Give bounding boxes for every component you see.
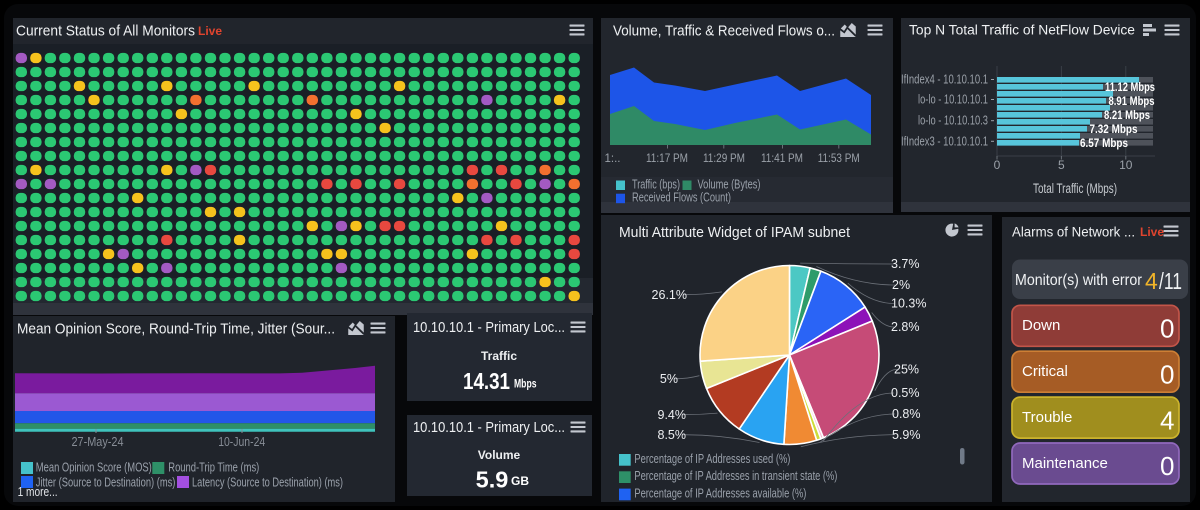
svg-text:0.5%: 0.5% [891, 386, 920, 400]
svg-text:Maintenance: Maintenance [1022, 455, 1108, 472]
svg-text:Current Status of All Monitors: Current Status of All Monitors [16, 24, 195, 40]
svg-text:5: 5 [1058, 158, 1065, 172]
svg-text:Volume, Traffic & Received Flo: Volume, Traffic & Received Flows o... [613, 24, 835, 40]
svg-text:0: 0 [1160, 359, 1174, 389]
svg-text:2.8%: 2.8% [891, 320, 920, 334]
svg-text:8.21 Mbps: 8.21 Mbps [1104, 108, 1150, 122]
svg-text:1:..: 1:.. [605, 153, 621, 165]
svg-text:Percentage of IP Addresses use: Percentage of IP Addresses used (%) [634, 451, 790, 466]
svg-text:Mean Opinion Score, Round-Trip: Mean Opinion Score, Round-Trip Time, Jit… [17, 321, 335, 338]
svg-text:7.32 Mbps: 7.32 Mbps [1090, 122, 1138, 136]
svg-text:11.12 Mbps: 11.12 Mbps [1105, 80, 1155, 94]
svg-text:27-May-24: 27-May-24 [72, 434, 124, 449]
svg-text:IfIndex4 - 10.10.10.1: IfIndex4 - 10.10.10.1 [901, 73, 988, 87]
svg-text:10.10.10.1 - Primary Loc...: 10.10.10.1 - Primary Loc... [413, 419, 565, 436]
svg-text:Top N Total Traffic of NetFlow: Top N Total Traffic of NetFlow Device [909, 23, 1135, 38]
svg-text:Traffic: Traffic [481, 349, 517, 363]
svg-text:Traffic (bps): Traffic (bps) [632, 178, 680, 192]
svg-text:0: 0 [994, 158, 1001, 172]
svg-text:5.9%: 5.9% [892, 428, 921, 442]
svg-text:6.57 Mbps: 6.57 Mbps [1080, 136, 1128, 150]
svg-text:11:53 PM: 11:53 PM [818, 153, 860, 165]
svg-text:9.4%: 9.4% [658, 408, 687, 422]
svg-text:lo-lo - 10.10.10.1: lo-lo - 10.10.10.1 [918, 93, 988, 107]
svg-text:0.8%: 0.8% [892, 407, 921, 421]
svg-text:11:41 PM: 11:41 PM [761, 153, 803, 165]
svg-text:2%: 2% [892, 278, 910, 292]
svg-text:10.10.10.1 - Primary Loc...: 10.10.10.1 - Primary Loc... [413, 319, 565, 336]
svg-text:Down: Down [1022, 317, 1060, 334]
svg-text:4: 4 [1145, 268, 1158, 294]
svg-text:Round-Trip Time (ms): Round-Trip Time (ms) [168, 460, 259, 475]
svg-text:Received Flows (Count): Received Flows (Count) [632, 191, 731, 205]
svg-text:11:17 PM: 11:17 PM [646, 153, 688, 165]
svg-text:Volume (Bytes): Volume (Bytes) [698, 178, 761, 192]
svg-text:4: 4 [1160, 405, 1174, 435]
svg-text:8.5%: 8.5% [658, 428, 687, 442]
svg-text:8.91 Mbps: 8.91 Mbps [1109, 94, 1155, 108]
svg-text:Monitor(s) with error: Monitor(s) with error [1015, 272, 1143, 289]
svg-text:Mbps: Mbps [514, 377, 537, 391]
svg-text:Live: Live [1140, 225, 1164, 239]
svg-text:3.7%: 3.7% [891, 257, 920, 271]
svg-text:25%: 25% [894, 363, 919, 377]
svg-text:GB: GB [511, 474, 529, 488]
svg-text:Mean Opinion Score (MOS): Mean Opinion Score (MOS) [36, 460, 152, 475]
svg-text:Critical: Critical [1022, 363, 1068, 380]
svg-text:Trouble: Trouble [1022, 409, 1072, 426]
svg-text:5%: 5% [660, 372, 678, 386]
svg-text:Percentage of IP Addresses in: Percentage of IP Addresses in transient … [634, 468, 837, 483]
svg-text:Jitter (Source to Destination): Jitter (Source to Destination) (ms) [36, 474, 176, 489]
svg-text:Multi Attribute Widget of IPAM: Multi Attribute Widget of IPAM subnet [619, 225, 850, 241]
svg-text:Percentage of IP Addresses ava: Percentage of IP Addresses available (%) [634, 485, 806, 500]
svg-text:Alarms of Network ...: Alarms of Network ... [1012, 224, 1135, 240]
svg-text:11:29 PM: 11:29 PM [703, 153, 745, 165]
svg-text:5.9: 5.9 [476, 467, 509, 493]
svg-text:0: 0 [1160, 314, 1174, 344]
svg-text:10.3%: 10.3% [891, 297, 926, 311]
svg-text:1 more...: 1 more... [18, 484, 58, 499]
svg-text:Volume: Volume [478, 448, 521, 462]
svg-text:10-Jun-24: 10-Jun-24 [218, 434, 265, 449]
svg-text:Latency (Source to Destination: Latency (Source to Destination) (ms) [192, 474, 343, 489]
svg-text:10: 10 [1119, 158, 1133, 172]
svg-text:0: 0 [1160, 451, 1174, 481]
svg-text:IfIndex3 - 10.10.10.1: IfIndex3 - 10.10.10.1 [901, 134, 988, 148]
svg-text:14.31: 14.31 [463, 368, 510, 394]
svg-text:lo-lo - 10.10.10.3: lo-lo - 10.10.10.3 [918, 114, 988, 128]
svg-text:Live: Live [198, 24, 222, 38]
svg-text:Total Traffic (Mbps): Total Traffic (Mbps) [1033, 181, 1117, 196]
svg-text:26.1%: 26.1% [652, 288, 687, 302]
svg-text:/11: /11 [1159, 268, 1182, 294]
